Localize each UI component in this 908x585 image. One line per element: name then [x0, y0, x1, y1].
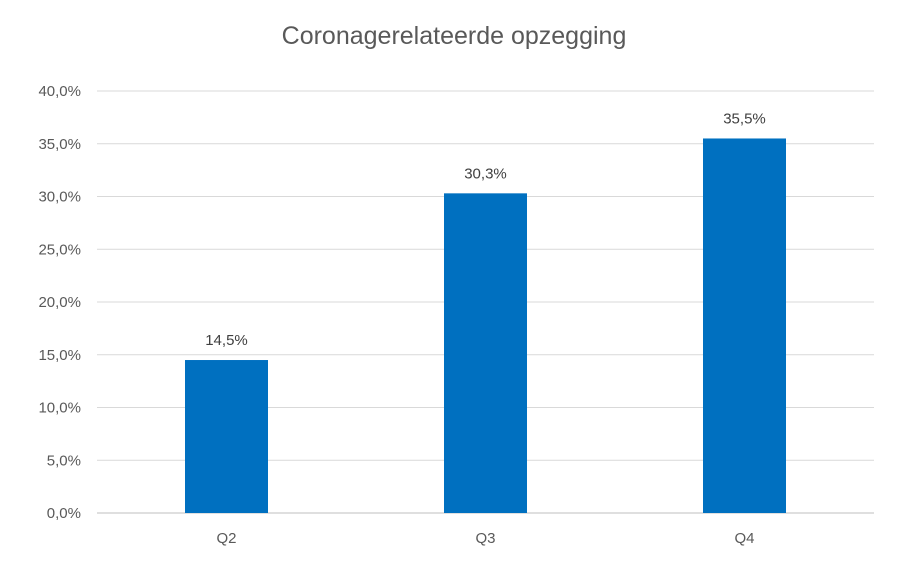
- y-axis-tick-labels: 0,0% 5,0% 10,0% 15,0% 20,0% 25,0% 30,0% 35,0% 40…: [38, 83, 81, 522]
- y-tick-label: 0,0%: [47, 505, 81, 522]
- bar-q2: [185, 360, 268, 513]
- bar-q4: [703, 138, 786, 513]
- bars: [185, 138, 786, 513]
- data-labels: 14,5% 30,3% 35,5%: [205, 110, 766, 349]
- y-tick-label: 20,0%: [38, 294, 81, 311]
- data-label: 14,5%: [205, 332, 248, 349]
- x-tick-label: Q4: [734, 530, 754, 547]
- data-label: 30,3%: [464, 165, 507, 182]
- y-tick-label: 15,0%: [38, 347, 81, 364]
- y-tick-label: 25,0%: [38, 241, 81, 258]
- y-tick-label: 30,0%: [38, 189, 81, 206]
- y-tick-label: 10,0%: [38, 400, 81, 417]
- x-tick-label: Q3: [475, 530, 495, 547]
- y-tick-label: 5,0%: [47, 452, 81, 469]
- chart-title: Coronagerelateerde opzegging: [282, 22, 627, 50]
- y-tick-label: 40,0%: [38, 83, 81, 100]
- bar-q3: [444, 193, 527, 513]
- x-tick-label: Q2: [216, 530, 236, 547]
- x-axis-tick-labels: Q2 Q3 Q4: [216, 530, 754, 547]
- y-tick-label: 35,0%: [38, 136, 81, 153]
- data-label: 35,5%: [723, 110, 766, 127]
